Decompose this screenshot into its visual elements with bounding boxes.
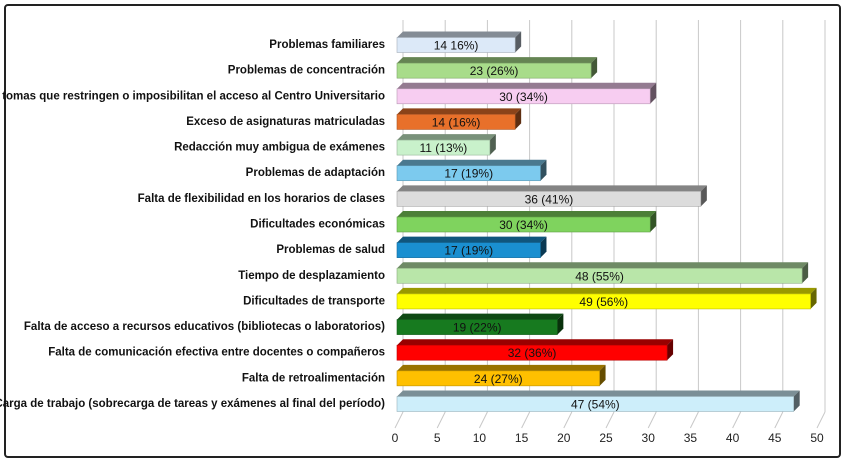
data-label: 47 (54%) (571, 398, 620, 412)
x-tick-label: 35 (684, 431, 698, 445)
floor-gridline (689, 411, 699, 429)
bar (396, 293, 811, 310)
category-label: Redacción muy ambigua de exámenes (174, 142, 385, 154)
bar-side (650, 211, 657, 232)
floor-gridline (478, 411, 488, 429)
bar-top (397, 211, 657, 217)
bar (396, 344, 668, 361)
bar (396, 62, 592, 79)
data-label: 23 (26%) (470, 64, 519, 78)
bar-top (397, 390, 800, 397)
bar-top (397, 108, 522, 115)
bar (396, 267, 803, 284)
bar-top (397, 313, 564, 320)
x-tick-label: 5 (434, 431, 441, 445)
floor-gridline (521, 411, 531, 429)
category-label: Dificultades de transporte (243, 295, 385, 307)
category-label: Falta de acceso a recursos educativos (b… (24, 321, 385, 333)
bar (396, 165, 541, 182)
data-label: 36 (41%) (525, 192, 574, 206)
x-tick-label: 15 (515, 431, 529, 445)
x-tick-label: 30 (642, 431, 656, 445)
bar-side (540, 159, 547, 181)
category-label: Falta de flexibilidad en los horarios de… (138, 193, 385, 205)
data-label: 30 (34%) (499, 218, 548, 232)
data-label: 17 (19%) (444, 167, 493, 181)
bar (396, 191, 702, 207)
category-label: Problemas familiares (269, 39, 385, 51)
category-label: Tiempo de desplazamiento (238, 270, 385, 282)
data-label: 14 (16%) (432, 115, 481, 129)
x-tick-label: 20 (557, 431, 571, 445)
bar-side (489, 134, 496, 156)
bar (396, 139, 491, 156)
bar-side (802, 262, 809, 284)
floor-gridline (774, 411, 784, 429)
bar-side (515, 108, 522, 130)
data-label: 11 (13%) (420, 141, 468, 155)
bar-side (591, 57, 598, 79)
bar-side (515, 31, 522, 53)
floor-gridline (816, 411, 826, 429)
bar (396, 37, 516, 53)
chart-frame (4, 4, 841, 458)
bar-side (540, 236, 547, 258)
floor-gridline (732, 411, 742, 429)
data-label: 19 (22%) (453, 321, 502, 335)
category-label: Problemas de adaptación (246, 167, 385, 179)
bar (396, 114, 516, 130)
category-label: Falta de retroalimentación (242, 372, 385, 384)
category-label: Dificultades económicas (250, 219, 385, 231)
bar-top (397, 82, 657, 89)
bar (396, 319, 558, 335)
bar-side (599, 364, 606, 386)
data-label: 48 (55%) (575, 269, 624, 283)
bar-top (397, 185, 707, 192)
data-label: 32 (36%) (508, 346, 557, 360)
bar-side (810, 287, 817, 309)
bar (396, 88, 651, 105)
bar-side (557, 313, 564, 335)
bar-side (650, 82, 657, 104)
bar-side (667, 339, 674, 361)
x-tick-label: 0 (392, 431, 399, 445)
data-label: 49 (56%) (579, 295, 628, 309)
bar-top (397, 262, 809, 269)
floor-gridline (647, 411, 657, 429)
x-tick-label: 45 (768, 431, 782, 445)
bar-top (397, 339, 674, 346)
bar-side (700, 185, 707, 207)
data-label: 24 (27%) (474, 372, 523, 386)
bar-top (397, 31, 522, 38)
bar-top (397, 287, 817, 294)
bar-top (397, 134, 496, 141)
data-label: 17 (19%) (444, 244, 493, 258)
bar-top (397, 364, 606, 371)
bar (396, 370, 600, 387)
bar-top (397, 57, 598, 64)
bar (396, 242, 541, 258)
x-tick-label: 50 (810, 431, 824, 445)
floor-gridline (394, 411, 404, 429)
bar-top (397, 236, 547, 243)
category-label: Exceso de asignaturas matriculadas (186, 116, 385, 128)
data-label: 14 16%) (434, 39, 479, 53)
category-label: Falta de comunicación efectiva entre doc… (48, 347, 385, 359)
category-label: Carga de trabajo (sobrecarga de tareas y… (0, 398, 385, 410)
category-label: Protestas y tomas que restringen o impos… (0, 90, 385, 102)
bar-side (793, 390, 800, 412)
category-label: Problemas de concentración (228, 65, 385, 77)
data-label: 30 (34%) (499, 90, 548, 104)
x-tick-label: 40 (726, 431, 740, 445)
bar-top (397, 159, 547, 166)
floor-gridline (605, 411, 615, 429)
category-label: Problemas de salud (276, 244, 385, 256)
bar (396, 396, 794, 412)
floor-gridline (563, 411, 573, 429)
bar (396, 216, 651, 233)
floor-gridline (436, 411, 446, 429)
x-tick-label: 10 (473, 431, 487, 445)
x-tick-label: 25 (599, 431, 613, 445)
